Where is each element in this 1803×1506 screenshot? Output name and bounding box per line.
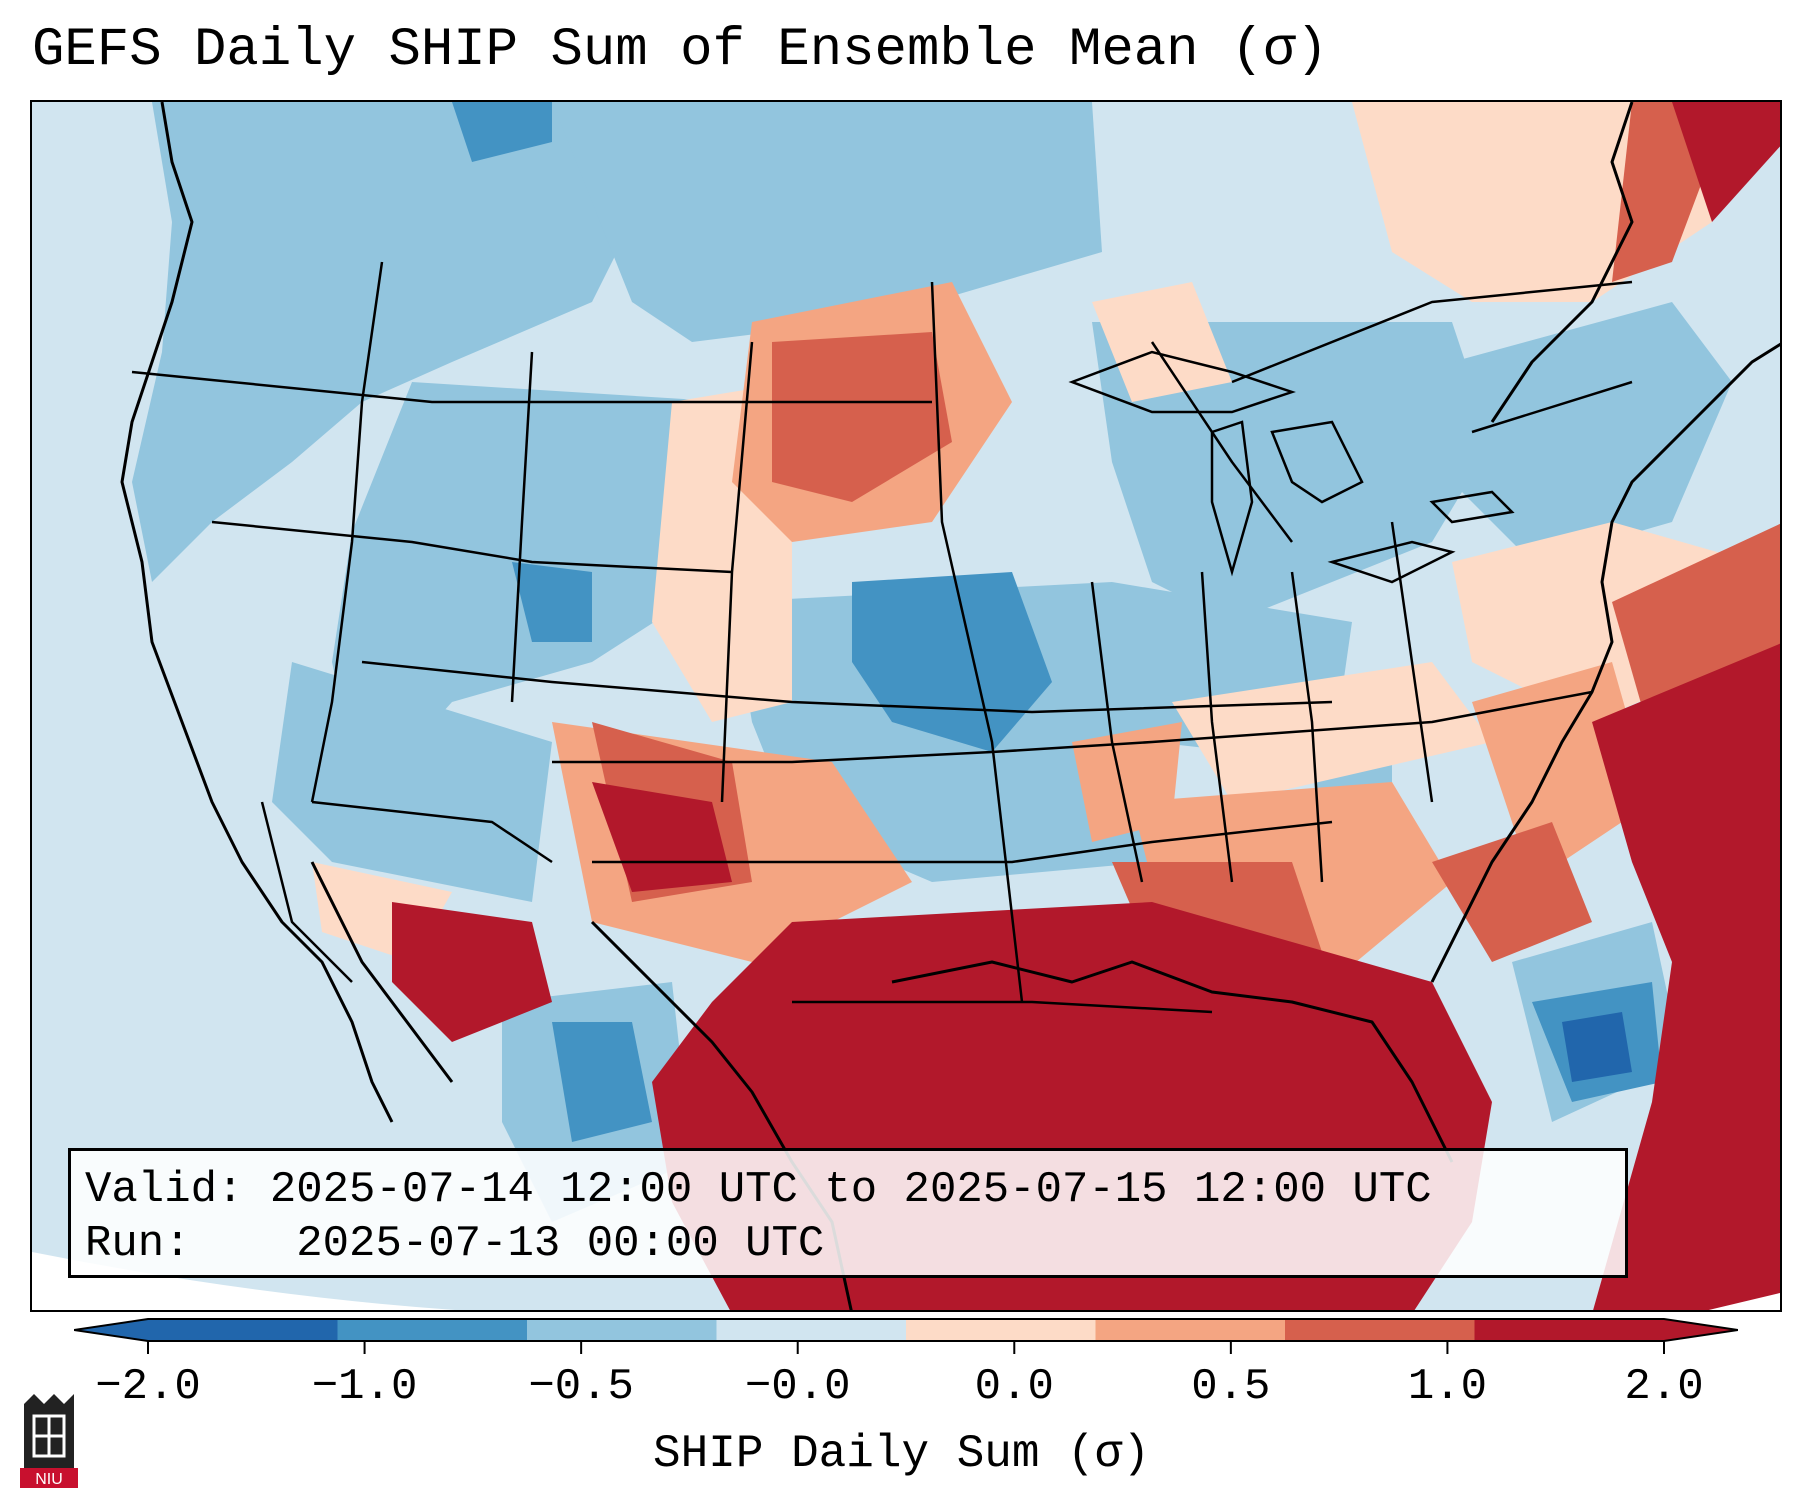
state-borders	[131, 261, 1633, 1014]
colorbar-extend-min	[74, 1319, 148, 1341]
colorbar-segment	[906, 1319, 1096, 1341]
projection-edge	[32, 1252, 456, 1310]
colorbar-segment	[527, 1319, 717, 1341]
colorbar-ticks	[147, 1340, 1665, 1354]
logo-text: NIU	[35, 1471, 63, 1488]
colorbar-segment	[716, 1319, 907, 1341]
colorbar-tick-label: 1.0	[1407, 1362, 1488, 1412]
colorbar-title: SHIP Daily Sum (σ)	[653, 1428, 1150, 1480]
colorbar-segment	[337, 1319, 528, 1341]
run-value: 2025-07-13 00:00 UTC	[296, 1219, 825, 1269]
colorbar-tick-label: 0.0	[974, 1362, 1054, 1412]
valid-label: Valid:	[85, 1165, 244, 1215]
colorbar-tick-label: −0.5	[528, 1362, 634, 1412]
niu-logo: NIU	[20, 1394, 78, 1488]
colorbar-segment	[1095, 1319, 1286, 1341]
colorbar-extend-max	[1664, 1319, 1738, 1341]
colorbar-tick-label: −2.0	[95, 1362, 201, 1412]
great-lakes	[1068, 350, 1515, 584]
validity-info-box: Valid: 2025-07-14 12:00 UTC to 2025-07-1…	[68, 1148, 1628, 1278]
valid-value: 2025-07-14 12:00 UTC to 2025-07-15 12:00…	[269, 1165, 1432, 1215]
colorbar-segment	[1285, 1319, 1475, 1341]
run-label: Run:	[85, 1219, 191, 1269]
colorbar-tick-label: −1.0	[311, 1362, 418, 1412]
ship-field-map	[32, 102, 1780, 1310]
colorbar-segment	[1474, 1319, 1665, 1341]
colorbar	[74, 1318, 1738, 1342]
field-negative-extreme	[1562, 1012, 1632, 1082]
map-title: GEFS Daily SHIP Sum of Ensemble Mean (σ)	[32, 20, 1329, 81]
map-panel	[30, 100, 1782, 1312]
colorbar-tick-label: 0.5	[1191, 1362, 1271, 1412]
colorbar-tick-label: 2.0	[1624, 1362, 1704, 1412]
colorbar-segment	[148, 1319, 338, 1341]
colorbar-tick-label: −0.0	[744, 1362, 851, 1412]
